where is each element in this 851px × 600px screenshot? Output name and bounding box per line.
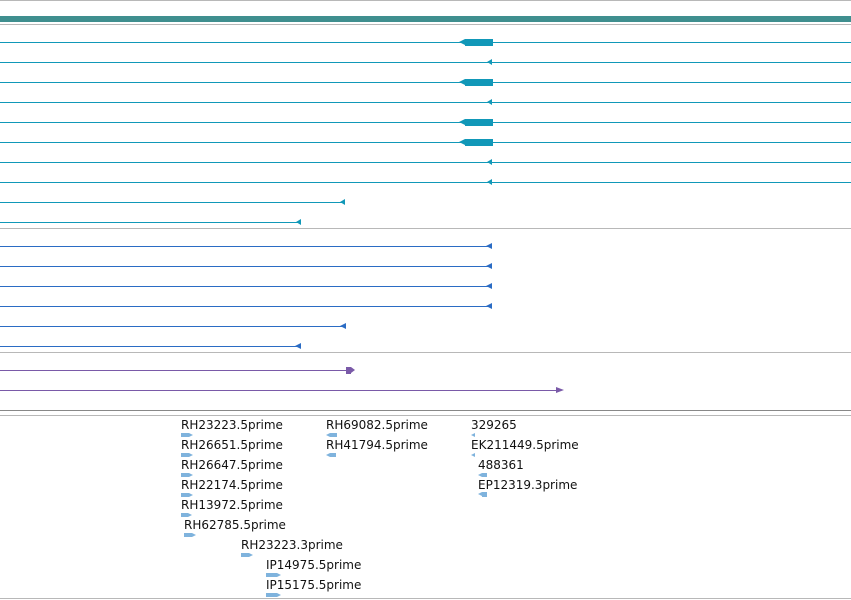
strand-arrow-left-icon xyxy=(295,343,301,349)
transcript-line[interactable] xyxy=(0,162,851,163)
transcript-line[interactable] xyxy=(0,182,851,183)
strand-arrow-left-icon xyxy=(486,283,492,289)
est-label: RH26647.5prime xyxy=(181,458,283,472)
transcript-line[interactable] xyxy=(0,326,345,327)
strand-arrow-left-icon xyxy=(471,433,475,437)
transcript-line[interactable] xyxy=(0,306,491,307)
transcript-line[interactable] xyxy=(0,42,851,43)
transcript-line[interactable] xyxy=(0,266,491,267)
transcript-line[interactable] xyxy=(0,142,851,143)
est-label: RH23223.5prime xyxy=(181,418,283,432)
strand-arrow-left-icon xyxy=(487,99,492,105)
strand-arrow-right-icon xyxy=(188,513,192,517)
est-feature[interactable] xyxy=(482,492,487,497)
strand-arrow-left-icon xyxy=(326,433,330,437)
strand-arrow-left-icon xyxy=(478,492,482,496)
est-label: RH23223.3prime xyxy=(241,538,343,552)
strand-arrow-right-icon xyxy=(556,387,564,393)
est-label: RH22174.5prime xyxy=(181,478,283,492)
track-separator xyxy=(0,24,851,25)
strand-arrow-left-icon xyxy=(478,473,482,477)
transcript-line[interactable] xyxy=(0,346,300,347)
strand-arrow-left-icon xyxy=(471,453,475,457)
est-feature[interactable] xyxy=(181,493,189,497)
est-feature[interactable] xyxy=(181,433,189,437)
est-feature[interactable] xyxy=(330,453,336,457)
transcript-line[interactable] xyxy=(0,246,491,247)
strand-arrow-left-icon xyxy=(486,303,492,309)
est-label: IP14975.5prime xyxy=(266,558,362,572)
est-label: RH26651.5prime xyxy=(181,438,283,452)
est-feature[interactable] xyxy=(330,433,337,437)
est-label: IP15175.5prime xyxy=(266,578,362,592)
est-feature[interactable] xyxy=(184,533,192,537)
transcript-line[interactable] xyxy=(0,82,851,83)
est-feature[interactable] xyxy=(482,473,487,477)
strand-arrow-right-icon xyxy=(351,367,355,373)
strand-arrow-right-icon xyxy=(249,553,253,557)
transcript-exon[interactable] xyxy=(346,367,351,374)
transcript-exon[interactable] xyxy=(465,139,493,146)
est-feature[interactable] xyxy=(266,573,277,577)
track-separator xyxy=(0,228,851,229)
est-feature[interactable] xyxy=(181,453,189,457)
est-feature[interactable] xyxy=(181,473,189,477)
strand-arrow-left-icon xyxy=(459,139,465,145)
transcript-exon[interactable] xyxy=(465,119,493,126)
strand-arrow-right-icon xyxy=(277,593,281,597)
est-label: 488361 xyxy=(478,458,524,472)
strand-arrow-left-icon xyxy=(340,199,345,205)
strand-arrow-right-icon xyxy=(189,453,193,457)
transcript-line[interactable] xyxy=(0,62,851,63)
strand-arrow-right-icon xyxy=(189,493,193,497)
strand-arrow-left-icon xyxy=(486,243,492,249)
track-separator xyxy=(0,415,851,416)
strand-arrow-left-icon xyxy=(459,79,465,85)
transcript-line[interactable] xyxy=(0,102,851,103)
strand-arrow-right-icon xyxy=(189,433,193,437)
top-border xyxy=(0,0,851,1)
transcript-exon[interactable] xyxy=(465,39,493,46)
track-separator xyxy=(0,410,851,411)
strand-arrow-right-icon xyxy=(192,533,196,537)
strand-arrow-left-icon xyxy=(487,59,492,65)
track-header-bar xyxy=(0,16,851,22)
strand-arrow-left-icon xyxy=(326,453,330,457)
est-feature[interactable] xyxy=(266,593,277,597)
transcript-line[interactable] xyxy=(0,390,558,391)
est-feature[interactable] xyxy=(181,513,188,517)
strand-arrow-left-icon xyxy=(487,159,492,165)
transcript-line[interactable] xyxy=(0,370,348,371)
strand-arrow-left-icon xyxy=(296,219,301,225)
est-label: 329265 xyxy=(471,418,517,432)
strand-arrow-left-icon xyxy=(459,39,465,45)
est-label: RH41794.5prime xyxy=(326,438,428,452)
strand-arrow-left-icon xyxy=(459,119,465,125)
strand-arrow-left-icon xyxy=(487,179,492,185)
est-label: EK211449.5prime xyxy=(471,438,579,452)
transcript-line[interactable] xyxy=(0,286,491,287)
strand-arrow-left-icon xyxy=(340,323,346,329)
est-label: EP12319.3prime xyxy=(478,478,578,492)
strand-arrow-right-icon xyxy=(189,473,193,477)
bottom-border xyxy=(0,598,851,599)
est-feature[interactable] xyxy=(241,553,249,557)
track-separator xyxy=(0,352,851,353)
strand-arrow-right-icon xyxy=(277,573,281,577)
transcript-exon[interactable] xyxy=(465,79,493,86)
strand-arrow-left-icon xyxy=(486,263,492,269)
est-label: RH69082.5prime xyxy=(326,418,428,432)
transcript-line[interactable] xyxy=(0,222,300,223)
est-label: RH13972.5prime xyxy=(181,498,283,512)
est-label: RH62785.5prime xyxy=(184,518,286,532)
transcript-line[interactable] xyxy=(0,122,851,123)
transcript-line[interactable] xyxy=(0,202,344,203)
